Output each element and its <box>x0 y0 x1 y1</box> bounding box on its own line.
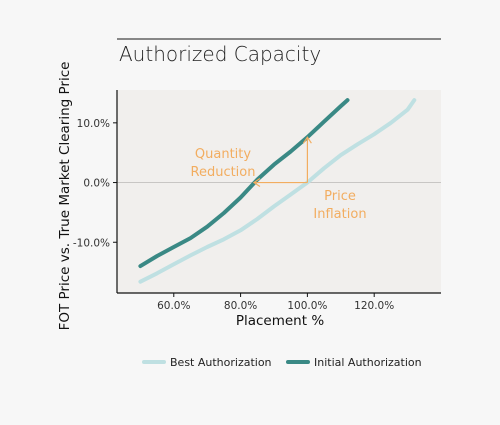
series-line-best-authorization <box>138 98 417 284</box>
x-tick-label: 100.0% <box>287 300 327 312</box>
annotation-quantity-line1: Quantity <box>195 147 251 162</box>
y-tick-label: 0.0% <box>83 178 110 190</box>
series-layer <box>138 98 417 284</box>
quantity-reduction-arrowhead <box>252 178 261 188</box>
price-inflation-arrowhead <box>302 136 312 144</box>
y-axis-title: FOT Price vs. True Market Clearing Price <box>57 62 73 331</box>
annotation-price-line2: Inflation <box>313 207 366 222</box>
legend: Best Authorization Initial Authorization <box>142 356 422 369</box>
legend-label-initial: Initial Authorization <box>314 356 422 369</box>
x-axis-ticks: 60.0% 80.0% 100.0% 120.0% <box>157 293 394 312</box>
series-line-initial-authorization <box>138 98 350 269</box>
x-axis-title: Placement % <box>236 313 324 329</box>
x-tick-label: 60.0% <box>157 300 190 312</box>
legend-label-best: Best Authorization <box>170 356 272 369</box>
annotation-layer: Quantity Reduction Price Inflation <box>191 136 367 222</box>
chart-title: Authorized Capacity <box>119 42 321 66</box>
annotation-price-line1: Price <box>324 189 356 204</box>
y-axis-ticks: 10.0% 0.0% -10.0% <box>73 118 117 249</box>
y-tick-label: 10.0% <box>77 118 110 130</box>
annotation-quantity-line2: Reduction <box>191 165 256 180</box>
x-tick-label: 80.0% <box>224 300 257 312</box>
y-tick-label: -10.0% <box>73 237 110 249</box>
x-tick-label: 120.0% <box>354 300 394 312</box>
